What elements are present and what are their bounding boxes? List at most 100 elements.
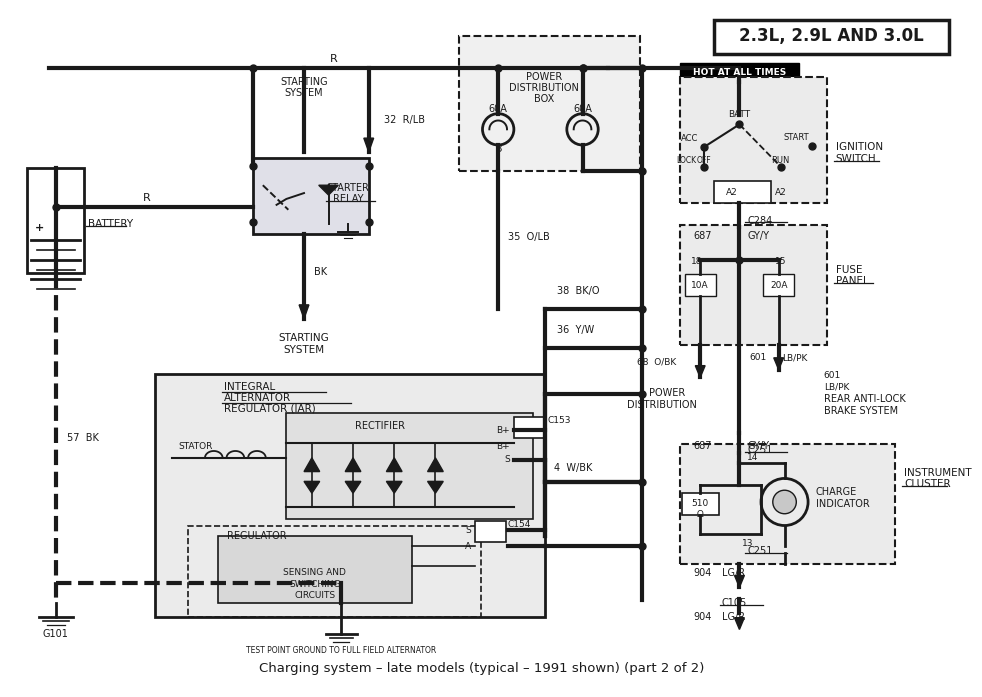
Text: 68  O/BK: 68 O/BK: [637, 358, 677, 366]
Polygon shape: [304, 482, 320, 493]
Text: POWER: POWER: [649, 388, 685, 398]
Text: A2: A2: [775, 187, 787, 197]
Bar: [680, 63, 799, 82]
Text: BRAKE SYSTEM: BRAKE SYSTEM: [824, 406, 898, 416]
Text: 13: 13: [741, 539, 753, 548]
Polygon shape: [774, 358, 784, 369]
Bar: [218, 536, 411, 603]
Text: LB/PK: LB/PK: [783, 353, 808, 362]
Text: STARTING: STARTING: [280, 77, 328, 87]
Polygon shape: [695, 366, 705, 378]
Text: 57  BK: 57 BK: [67, 434, 98, 443]
Text: 601: 601: [749, 353, 767, 362]
Bar: [253, 158, 368, 234]
Text: R: R: [330, 54, 337, 63]
Text: 36  Y/W: 36 Y/W: [557, 325, 594, 335]
Text: A2: A2: [726, 187, 737, 197]
Text: STATOR: STATOR: [179, 442, 213, 450]
Text: OFF: OFF: [697, 156, 711, 165]
Bar: [514, 417, 545, 438]
Text: REGULATOR: REGULATOR: [227, 531, 287, 542]
Polygon shape: [735, 618, 744, 629]
Text: BK: BK: [314, 266, 327, 277]
Text: GY/Y: GY/Y: [747, 441, 769, 451]
Text: +: +: [35, 223, 44, 233]
Bar: [287, 413, 533, 519]
Text: 601: 601: [824, 371, 841, 380]
Text: HOT AT ALL TIMES: HOT AT ALL TIMES: [693, 68, 786, 77]
Text: 35  O/LB: 35 O/LB: [508, 232, 550, 242]
Text: FUSE: FUSE: [836, 265, 862, 275]
Text: INDICATOR: INDICATOR: [816, 499, 870, 509]
Text: Charging system – late models (typical – 1991 shown) (part 2 of 2): Charging system – late models (typical –…: [259, 662, 704, 675]
Text: ACC: ACC: [681, 134, 698, 143]
Polygon shape: [346, 458, 361, 472]
Text: INSTRUMENT: INSTRUMENT: [904, 468, 972, 477]
Text: START: START: [784, 132, 809, 141]
Bar: [680, 77, 827, 203]
Text: 687: 687: [693, 231, 712, 241]
Text: IGNITION: IGNITION: [836, 142, 883, 152]
Text: C153: C153: [547, 416, 571, 425]
Text: 18: 18: [690, 257, 702, 266]
Text: 2.3L, 2.9L AND 3.0L: 2.3L, 2.9L AND 3.0L: [739, 27, 924, 45]
Text: 32  R/LB: 32 R/LB: [384, 114, 425, 125]
Text: SENSING AND: SENSING AND: [284, 568, 347, 577]
Text: C105: C105: [722, 598, 747, 608]
Text: DISTRIBUTION: DISTRIBUTION: [510, 83, 579, 93]
Polygon shape: [735, 576, 744, 588]
Text: 4  W/BK: 4 W/BK: [554, 463, 592, 473]
Text: 38  BK/O: 38 BK/O: [557, 286, 600, 296]
Text: GY/Y: GY/Y: [747, 231, 769, 241]
Text: 20A: 20A: [770, 281, 788, 290]
Polygon shape: [346, 482, 361, 493]
Text: REGULATOR (IAR): REGULATOR (IAR): [224, 404, 315, 414]
Bar: [682, 493, 719, 514]
Text: S: S: [465, 526, 470, 535]
Text: BOX: BOX: [534, 94, 555, 104]
Text: 510: 510: [691, 500, 709, 508]
Text: LG/R: LG/R: [722, 567, 745, 578]
Circle shape: [773, 490, 796, 514]
Text: B+: B+: [496, 426, 510, 435]
Bar: [459, 36, 640, 171]
Text: S: S: [504, 455, 510, 464]
Text: G101: G101: [43, 629, 69, 639]
Text: 60A: 60A: [489, 104, 508, 114]
Text: REAR ANTI-LOCK: REAR ANTI-LOCK: [824, 394, 905, 404]
Text: C251: C251: [747, 546, 773, 556]
Text: 3: 3: [495, 144, 502, 154]
Text: C251: C251: [747, 445, 773, 455]
Text: 904: 904: [693, 567, 712, 578]
Text: ALTERNATOR: ALTERNATOR: [224, 393, 291, 403]
Bar: [714, 20, 950, 54]
Text: STARTER: STARTER: [327, 183, 369, 193]
Text: SYSTEM: SYSTEM: [284, 345, 325, 355]
Text: SYSTEM: SYSTEM: [285, 88, 323, 98]
Polygon shape: [386, 482, 402, 493]
Text: 904: 904: [693, 612, 712, 622]
Polygon shape: [364, 138, 373, 152]
Bar: [680, 444, 896, 564]
Text: C284: C284: [747, 215, 773, 226]
Bar: [680, 225, 827, 345]
Text: B+: B+: [496, 442, 510, 450]
Text: CIRCUITS: CIRCUITS: [295, 590, 336, 599]
Text: RUN: RUN: [772, 156, 790, 165]
Text: LG/R: LG/R: [722, 612, 745, 622]
Text: INTEGRAL: INTEGRAL: [224, 382, 275, 392]
Text: C154: C154: [508, 520, 531, 529]
Bar: [474, 521, 506, 542]
Polygon shape: [427, 482, 443, 493]
Text: 15: 15: [775, 257, 787, 266]
Polygon shape: [300, 305, 309, 319]
Text: TEST POINT GROUND TO FULL FIELD ALTERNATOR: TEST POINT GROUND TO FULL FIELD ALTERNAT…: [246, 645, 436, 654]
Text: LOCK: LOCK: [677, 156, 696, 165]
Bar: [189, 526, 480, 617]
Text: 14: 14: [747, 453, 759, 462]
Text: 60A: 60A: [573, 104, 592, 114]
Text: LB/PK: LB/PK: [824, 383, 849, 392]
Text: 7: 7: [579, 144, 586, 154]
Text: Ω: Ω: [697, 510, 703, 519]
Bar: [714, 181, 771, 203]
